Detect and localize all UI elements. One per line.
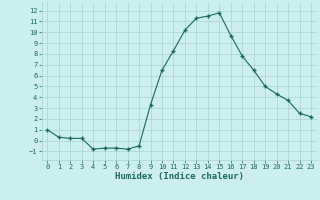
X-axis label: Humidex (Indice chaleur): Humidex (Indice chaleur) [115, 172, 244, 181]
